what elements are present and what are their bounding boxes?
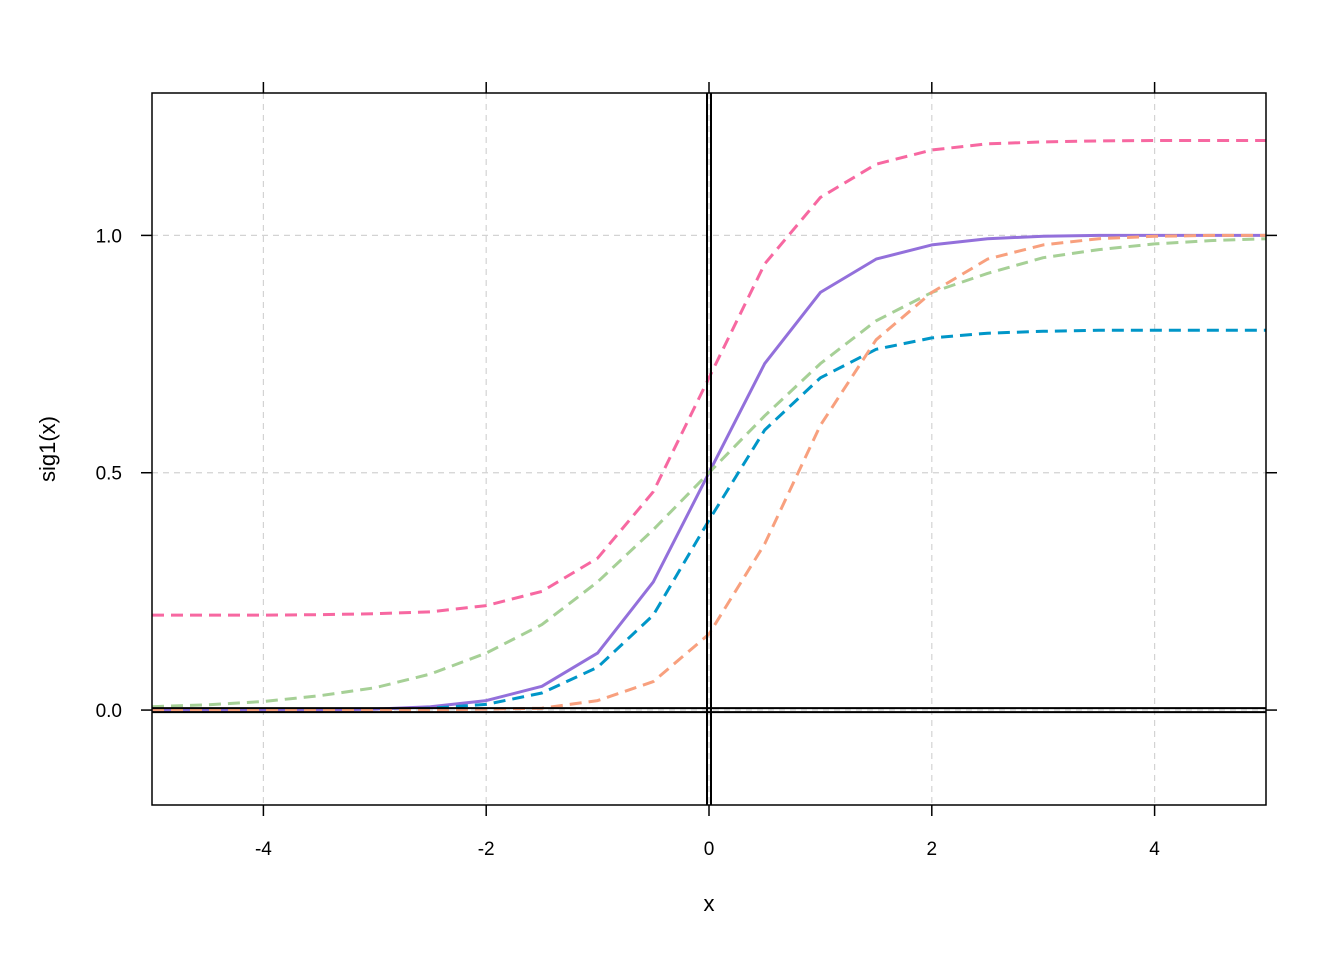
series-line-3 xyxy=(151,237,1267,709)
y-axis-title: sig1(x) xyxy=(35,416,60,482)
x-tick-label: 0 xyxy=(704,839,715,860)
x-tick-label: -4 xyxy=(255,839,272,860)
series-lines xyxy=(151,139,1267,712)
x-tick-label: -2 xyxy=(478,839,495,860)
series-line-4 xyxy=(152,328,1266,712)
reference-lines xyxy=(152,93,1266,805)
x-tick-label: 4 xyxy=(1149,839,1160,860)
series-line-5 xyxy=(152,233,1266,712)
x-tick-label: 2 xyxy=(927,839,938,860)
y-tick-label: 0.5 xyxy=(96,464,122,485)
y-tick-label: 0.0 xyxy=(96,701,122,722)
x-axis-title: x xyxy=(704,891,715,916)
axis-ticks: -4 -2 0 2 4 0.0 0.5 1.0 xyxy=(96,82,1277,860)
series-line-1 xyxy=(152,139,1266,617)
y-tick-label: 1.0 xyxy=(96,226,122,247)
